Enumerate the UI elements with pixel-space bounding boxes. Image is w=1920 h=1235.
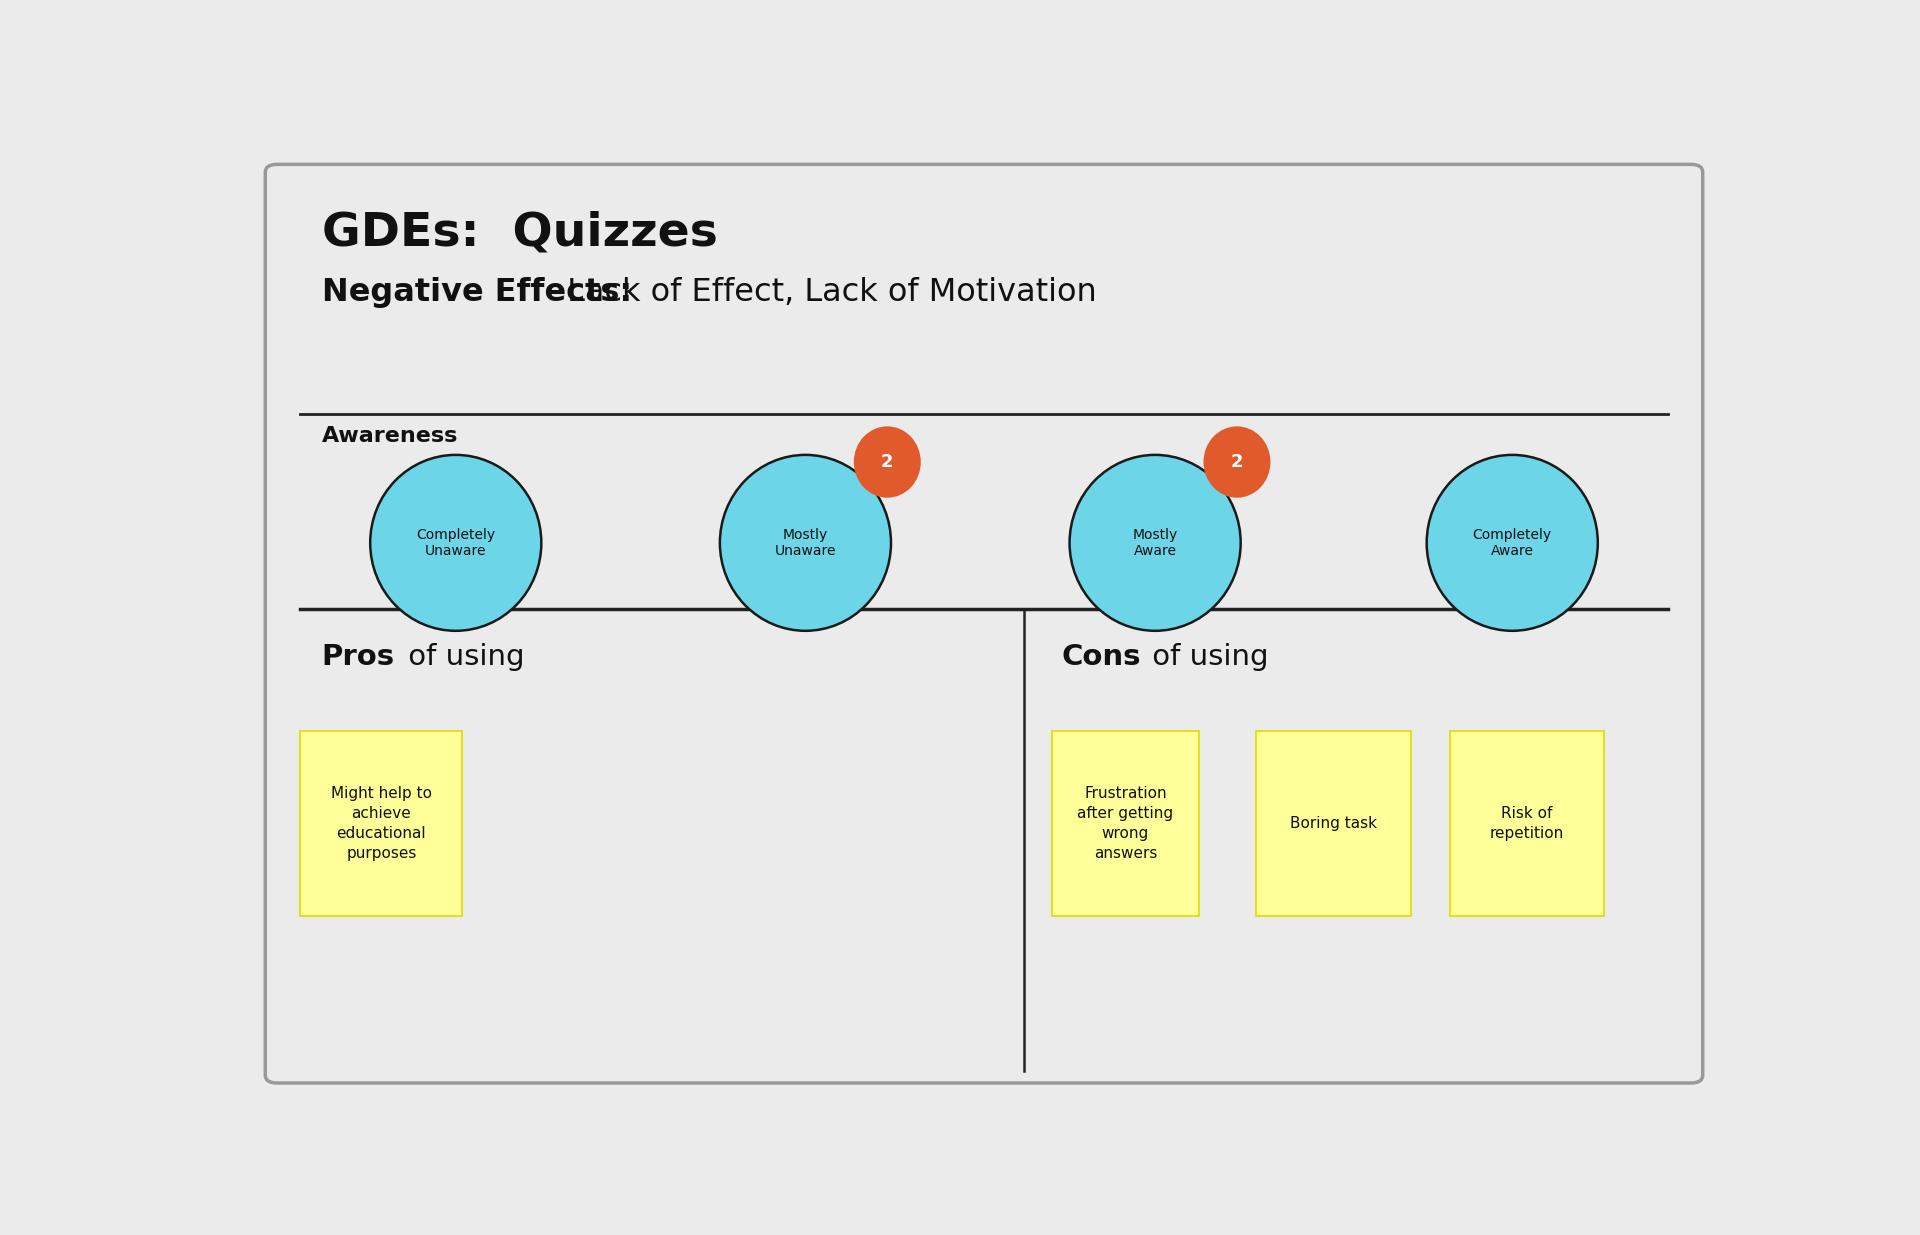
Ellipse shape	[371, 454, 541, 631]
Text: of using: of using	[1142, 642, 1269, 671]
Ellipse shape	[1427, 454, 1597, 631]
Text: 2: 2	[881, 453, 893, 471]
FancyBboxPatch shape	[265, 164, 1703, 1083]
Text: Might help to
achieve
educational
purposes: Might help to achieve educational purpos…	[330, 787, 432, 861]
FancyBboxPatch shape	[1052, 731, 1198, 915]
Text: Lack of Effect, Lack of Motivation: Lack of Effect, Lack of Motivation	[557, 277, 1096, 308]
Text: 2: 2	[1231, 453, 1244, 471]
Ellipse shape	[1204, 426, 1271, 498]
Text: Mostly
Aware: Mostly Aware	[1133, 527, 1177, 558]
Text: Risk of
repetition: Risk of repetition	[1490, 806, 1565, 841]
Text: Pros: Pros	[323, 642, 396, 671]
Ellipse shape	[854, 426, 922, 498]
FancyBboxPatch shape	[1256, 731, 1411, 915]
Text: Awareness: Awareness	[323, 426, 459, 446]
Text: Boring task: Boring task	[1290, 816, 1377, 831]
Ellipse shape	[1069, 454, 1240, 631]
Text: Completely
Aware: Completely Aware	[1473, 527, 1551, 558]
Text: of using: of using	[399, 642, 524, 671]
Ellipse shape	[720, 454, 891, 631]
Text: Completely
Unaware: Completely Unaware	[417, 527, 495, 558]
FancyBboxPatch shape	[1450, 731, 1605, 915]
Text: Frustration
after getting
wrong
answers: Frustration after getting wrong answers	[1077, 787, 1173, 861]
Text: GDEs:  Quizzes: GDEs: Quizzes	[323, 210, 718, 254]
Text: Cons: Cons	[1062, 642, 1140, 671]
FancyBboxPatch shape	[300, 731, 463, 915]
Text: Negative Effects:: Negative Effects:	[323, 277, 632, 308]
Text: Mostly
Unaware: Mostly Unaware	[774, 527, 837, 558]
